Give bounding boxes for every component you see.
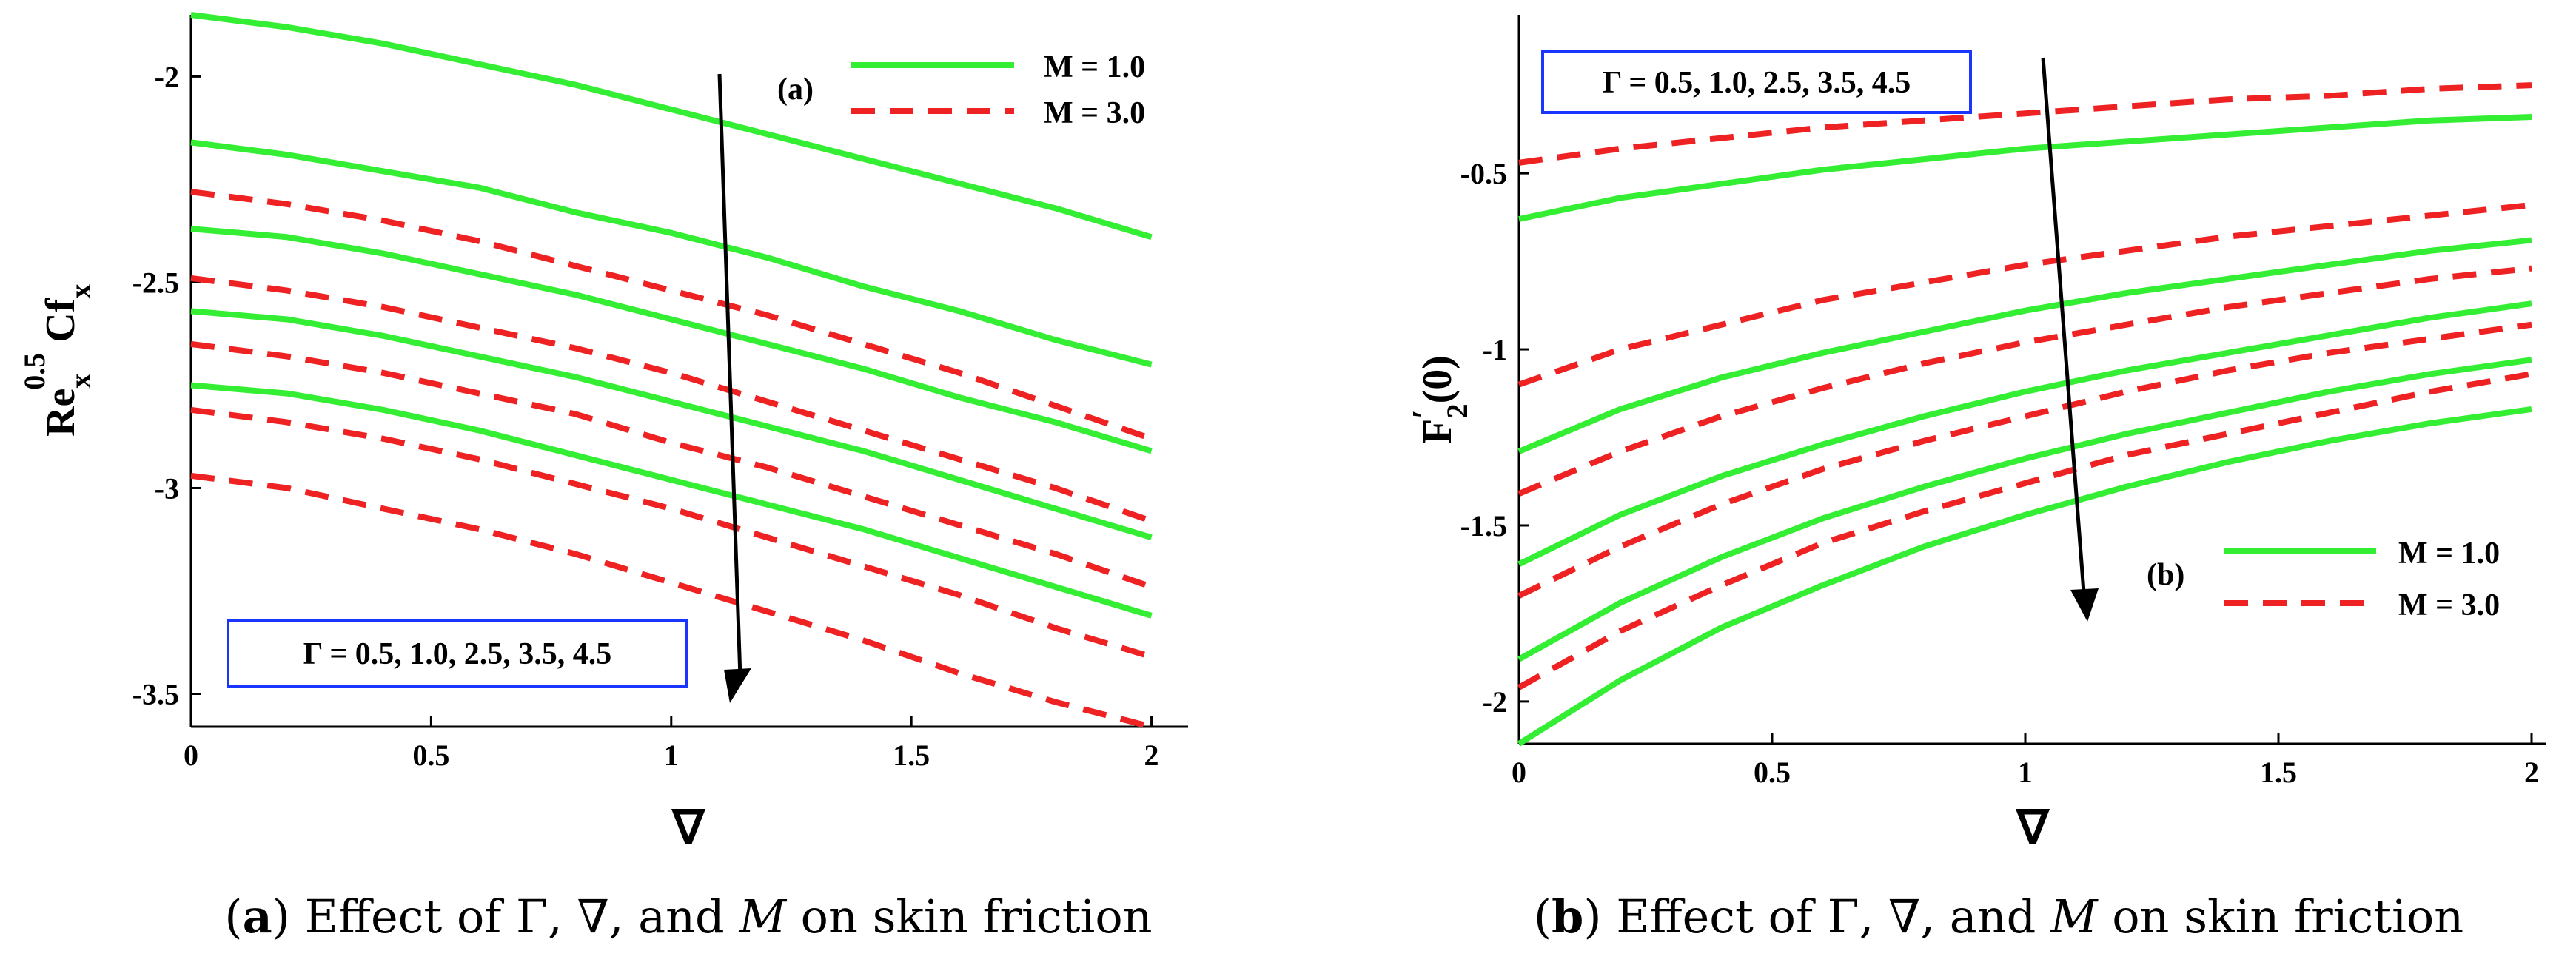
panel-b-y-label-sup: ′ — [1406, 409, 1442, 418]
panel-a-caption-mid: ) Effect of Γ, ∇, and — [272, 890, 739, 944]
panel-b-x-tick-label: 1 — [2018, 756, 2033, 789]
panel-b-trend-arrow-shaft — [2041, 57, 2086, 593]
panel-a-y-label-sub: x — [64, 374, 97, 389]
panel-a-gamma-label: Γ = 0.5, 1.0, 2.5, 3.5, 4.5 — [303, 637, 612, 671]
panel-b-caption-suffix: on skin friction — [2098, 890, 2464, 944]
panel-a-caption: (a) Effect of Γ, ∇, and M on skin fricti… — [224, 890, 1152, 944]
panel-a-series-m3-gamma-4_5-line — [190, 472, 1153, 730]
panel-a-ticks: 0 0.5 1 1.5 2 -2 -2.5 -3 -3.5 — [133, 60, 1159, 772]
panel-a-series-m3-gamma-2_5-line — [190, 340, 1153, 590]
panel-b-caption: (b) Effect of Γ, ∇, and M on skin fricti… — [1534, 890, 2463, 944]
panel-a-series-m1-gamma-1-line — [190, 139, 1153, 368]
panel-b-series-m1-gamma-4_5-line — [1517, 406, 2532, 747]
panel-a-series-lines — [190, 12, 1153, 730]
panel-a-series-m3-gamma-3_5-line — [190, 406, 1153, 660]
panel-b-y-label-sub: 2 — [1440, 403, 1474, 418]
panel-b-x-tick-label: 0 — [1512, 756, 1526, 789]
panel-a-x-tick-label: 0.5 — [412, 739, 449, 772]
panel-b-series-m3-gamma-0_5-line — [1518, 82, 2532, 166]
panel-b-y-label: F′2(0) — [1406, 355, 1474, 444]
panel-a-legend-m3-label: M = 3.0 — [1044, 96, 1145, 130]
panel-b-x-tick-label: 0.5 — [1754, 756, 1791, 789]
panel-a-trend-arrow-shaft — [717, 73, 742, 678]
panel-a-series-m3-gamma-1-line — [190, 275, 1153, 524]
panel-b-x-tick-label: 1.5 — [2260, 756, 2297, 789]
panel-b-chart: 0 0.5 1 1.5 2 -0.5 -1 -1.5 -2 Γ = 0.5, 1.0, 2.5,… — [1406, 15, 2546, 944]
panel-b-label: (b) — [2147, 558, 2184, 592]
panel-a-caption-letter: a — [243, 890, 272, 944]
panel-a-series-m1-gamma-3_5-line — [190, 308, 1153, 541]
panel-b-series-m3-gamma-3_5-line — [1517, 321, 2532, 599]
panel-a-y-tick-label: -2.5 — [133, 266, 179, 299]
panel-a-y-label-base: Re — [38, 389, 84, 437]
panel-a-y-tick-label: -3 — [155, 471, 179, 505]
panel-a-series-m1-gamma-0_5-line — [190, 12, 1153, 241]
panel-b-caption-var: M — [2050, 890, 2099, 944]
panel-b-caption-mid: ) Effect of Γ, ∇, and — [1583, 890, 2050, 944]
panel-b-legend-m3-label: M = 3.0 — [2398, 588, 2500, 622]
panel-a-caption-prefix: ( — [224, 890, 242, 944]
panel-a-caption-var: M — [738, 890, 787, 944]
panel-b-y-label-tail: (0) — [1415, 355, 1460, 403]
panel-a-series-m3-gamma-0_5-line — [190, 189, 1153, 442]
panel-b-y-tick-label: -0.5 — [1460, 157, 1507, 190]
panel-b-series-m1-gamma-0_5-line — [1518, 113, 2532, 222]
panel-b-caption-prefix: ( — [1534, 890, 1552, 944]
panel-b-series-m1-gamma-1-line — [1517, 237, 2532, 454]
panel-a-y-tick-label: -2 — [155, 60, 179, 93]
panel-b-series-m1-gamma-2_5-line — [1517, 300, 2532, 567]
panel-a-chart: 0 0.5 1 1.5 2 -2 -2.5 -3 -3.5 (a) M = 1.0 M = 3.… — [18, 12, 1188, 944]
panel-b-y-tick-label: -1 — [1483, 333, 1507, 366]
panel-a-x-tick-label: 0 — [184, 739, 198, 772]
panel-a-x-tick-label: 1 — [664, 739, 679, 772]
panel-a-y-label-base2: Cf — [38, 298, 84, 352]
panel-a-legend-m1-label: M = 1.0 — [1044, 50, 1145, 84]
panel-b-y-label-base: F — [1415, 419, 1460, 444]
panel-b-x-tick-label: 2 — [2524, 756, 2539, 789]
panel-a-y-label-sub2: x — [64, 284, 97, 299]
panel-b-series-m3-gamma-4_5-line — [1517, 371, 2532, 690]
panel-b-legend-m1-label: M = 1.0 — [2398, 537, 2500, 571]
panel-a-y-label: Rex0.5 Cfx — [18, 284, 97, 437]
panel-a-series-m1-gamma-4_5-line — [190, 382, 1153, 619]
panel-b-gamma-box — [1541, 50, 1972, 114]
panel-a-series-m1-gamma-2_5-line — [190, 226, 1153, 454]
panel-b-ticks: 0 0.5 1 1.5 2 -0.5 -1 -1.5 -2 — [1460, 157, 2539, 789]
panel-b-series-lines — [1517, 82, 2532, 747]
panel-b-y-tick-label: -2 — [1483, 685, 1507, 719]
panel-b-x-label: ∇ — [2016, 801, 2050, 854]
panel-a-caption-suffix: on skin friction — [786, 890, 1153, 944]
panel-b-y-tick-label: -1.5 — [1460, 509, 1507, 542]
panel-b-gamma-label: Γ = 0.5, 1.0, 2.5, 3.5, 4.5 — [1603, 66, 1911, 100]
panel-a-trend-arrow-head — [724, 668, 751, 703]
panel-a-x-tick-label: 2 — [1144, 739, 1159, 772]
panel-a-x-tick-label: 1.5 — [893, 739, 930, 772]
panel-a-gamma-box — [227, 619, 688, 688]
panel-a-label: (a) — [777, 73, 814, 107]
panel-b-caption-letter: b — [1552, 890, 1583, 944]
panel-a-y-label-sup: 0.5 — [18, 353, 51, 390]
panel-a-y-tick-label: -3.5 — [133, 678, 179, 711]
panel-b-trend-arrow-head — [2070, 588, 2099, 622]
panel-b-series-m1-gamma-3_5-line — [1517, 357, 2532, 662]
panel-b-series-m3-gamma-1-line — [1517, 201, 2532, 388]
panel-a-x-label: ∇ — [671, 801, 706, 854]
